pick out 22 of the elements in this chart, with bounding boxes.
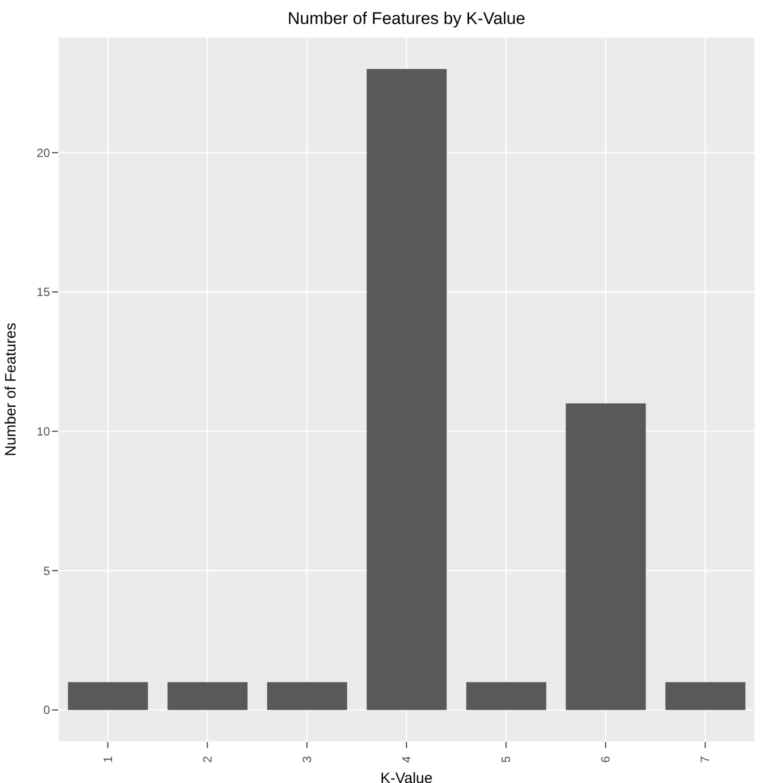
bar xyxy=(68,682,148,710)
y-tick-label: 5 xyxy=(43,564,50,578)
x-tick-label: 3 xyxy=(300,756,314,763)
chart-title: Number of Features by K-Value xyxy=(286,9,526,29)
bar xyxy=(168,682,248,710)
x-tick-label: 7 xyxy=(698,756,712,763)
x-tick-label: 6 xyxy=(598,756,613,763)
y-tick-label: 10 xyxy=(36,424,50,439)
y-tick-label: 15 xyxy=(36,285,50,300)
x-axis-title: K-Value xyxy=(380,770,433,783)
x-tick-label: 2 xyxy=(200,756,214,763)
y-tick-label: 20 xyxy=(36,146,50,160)
x-tick-label: 1 xyxy=(100,756,115,763)
y-tick-label: 0 xyxy=(43,703,50,718)
x-tick-label: 5 xyxy=(499,756,514,763)
y-axis-title: Number of Features xyxy=(2,322,20,456)
bar xyxy=(665,682,746,710)
bar xyxy=(267,682,348,710)
bar xyxy=(566,403,646,710)
bar xyxy=(366,69,447,710)
x-tick-label: 4 xyxy=(400,756,414,763)
bar xyxy=(466,682,546,710)
